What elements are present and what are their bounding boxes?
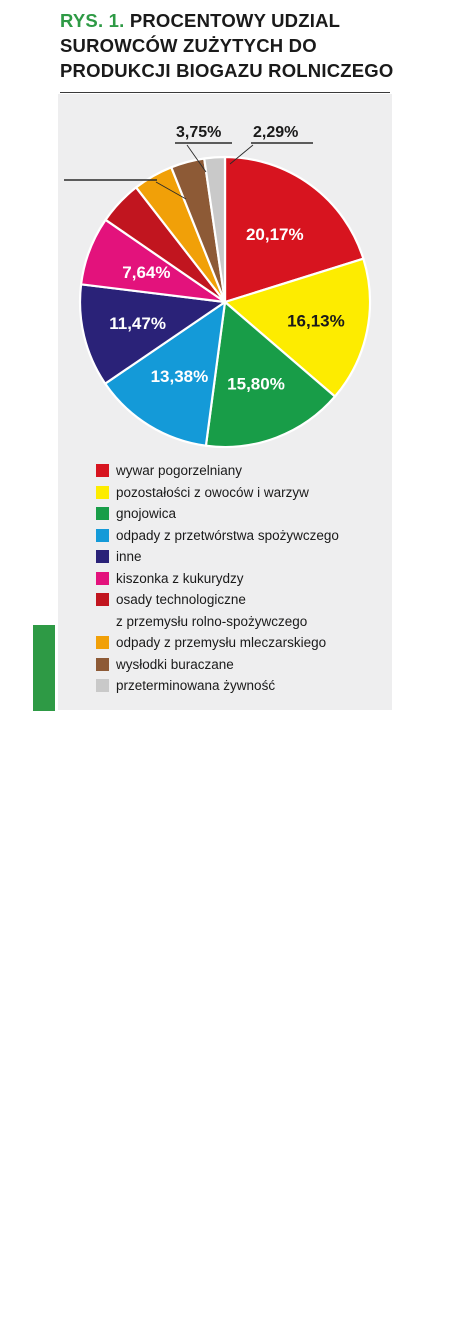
legend-item: gnojowica [96, 503, 391, 525]
legend-swatch [96, 528, 109, 542]
legend-swatch [96, 657, 109, 671]
legend-swatch [96, 593, 109, 606]
legend-swatch [96, 679, 109, 692]
pie-chart: 20,17%16,13%15,80%13,38%11,47%7,64%4,91%… [64, 124, 372, 449]
label-leader-line [186, 144, 207, 173]
legend-item: wywar pogorzelniany [96, 460, 391, 482]
legend: wywar pogorzelniany pozostałości z owoców… [96, 460, 391, 697]
legend-swatch [96, 464, 109, 477]
title-line-3: PRODUKCJI BIOGAZU ROLNICZEGO [60, 60, 394, 81]
legend-item: wysłodki buraczane [96, 654, 391, 676]
slice-value-label: 13,38% [151, 367, 209, 386]
figure-label: RYS. 1. [60, 10, 125, 31]
legend-label: wysłodki buraczane [116, 656, 234, 672]
legend-label: odpady z przetwórstwa spożywczego [116, 527, 339, 543]
label-leader-line [229, 144, 254, 165]
title-line-2: SUROWCÓW ZUŻYTYCH DO [60, 35, 317, 56]
legend-label: odpady z przemysłu mleczarskiego [116, 635, 327, 650]
pie-slice-gnojowica [204, 300, 337, 449]
slice-value-label: 20,17% [246, 225, 304, 244]
legend-swatch [96, 485, 109, 499]
legend-label: gnojowica [116, 506, 177, 521]
slice-value-label: 16,13% [287, 312, 345, 331]
legend-item: pozostałości z owoców i warzyw [96, 482, 391, 504]
slice-value-label: 3,75% [176, 124, 221, 141]
legend-item: odpady z przemysłu mleczarskiego [96, 632, 391, 654]
legend-swatch [96, 507, 109, 520]
pie-slice-przeterminowana-ywno [203, 155, 227, 304]
title-line-1: RYS. 1. PROCENTOWY UDZIAL [60, 10, 341, 31]
legend-item: inne [96, 546, 391, 568]
source-credit: © top agrar [33, 625, 84, 1325]
title-rule [60, 92, 390, 93]
legend-label: przeterminowana żywność [116, 678, 276, 693]
pie-slice-odpady-z-przetw-rstwa-spo-ywczego [104, 300, 227, 447]
source-text: © top agrar [70, 1260, 84, 1325]
legend-item: przeterminowana żywność [96, 675, 391, 697]
slice-value-label: 2,29% [253, 124, 298, 141]
legend-label: inne [116, 549, 142, 564]
legend-label: pozostałości z owoców i warzyw [116, 484, 309, 500]
label-leader-line [155, 181, 187, 200]
legend-item: odpady z przetwórstwa spożywczego [96, 525, 391, 547]
legend-swatch [96, 571, 109, 585]
legend-swatch [96, 550, 109, 563]
slice-value-label: 15,80% [227, 374, 285, 393]
pie-slice-wywar-pogorzelniany [223, 155, 365, 304]
legend-swatch [96, 636, 109, 649]
pie-slice-pozosta-o-ci-z-owoc-w-i-warzyw [223, 257, 372, 398]
chart-title: RYS. 1. PROCENTOWY UDZIAL SUROWCÓW ZUŻYT… [60, 8, 394, 83]
legend-label: osady technologiczne z przemysłu rolno-s… [116, 592, 308, 629]
legend-label: kiszonka z kukurydzy [116, 570, 244, 586]
slice-value-label: 7,64% [122, 263, 170, 282]
legend-item: kiszonka z kukurydzy [96, 568, 391, 590]
legend-item: osady technologiczne z przemysłu rolno-s… [96, 589, 391, 632]
pie-slice-inne [78, 283, 227, 385]
legend-label: wywar pogorzelniany [116, 463, 243, 478]
slice-value-label: 11,47% [109, 314, 166, 333]
